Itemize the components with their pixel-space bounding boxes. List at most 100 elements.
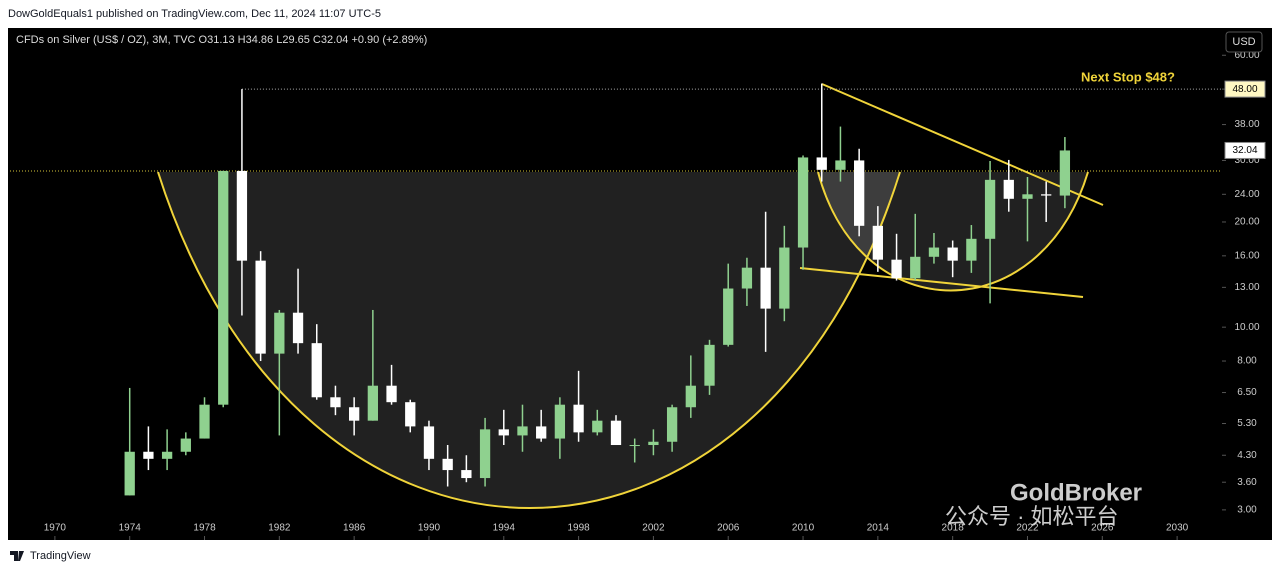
candle-body bbox=[685, 385, 696, 408]
tv-logo bbox=[10, 551, 24, 561]
x-tick-label: 2002 bbox=[642, 523, 665, 534]
candle-body bbox=[255, 260, 266, 354]
currency[interactable]: USD bbox=[1232, 36, 1255, 48]
candle-body bbox=[367, 385, 378, 421]
candle-body bbox=[573, 404, 584, 433]
x-tick-label: 2018 bbox=[942, 523, 965, 534]
candle-body bbox=[236, 170, 248, 261]
y-tick-label: 6.50 bbox=[1237, 387, 1257, 398]
footer-brand: TradingView bbox=[30, 550, 91, 562]
x-tick-label: 2010 bbox=[792, 523, 815, 534]
cup-fill bbox=[818, 172, 1088, 291]
overlays bbox=[10, 83, 1222, 509]
candle-body bbox=[517, 426, 528, 436]
currency-box[interactable] bbox=[1225, 31, 1263, 53]
y-tick-label: 4.30 bbox=[1237, 450, 1257, 461]
y-tick-label: 24.00 bbox=[1234, 189, 1259, 200]
symbol-legend: CFDs on Silver (US$ / OZ), 3M, TVC O31.1… bbox=[16, 34, 427, 46]
candle-body bbox=[1059, 150, 1071, 196]
trend-line bbox=[821, 83, 1104, 206]
candle-body bbox=[592, 420, 603, 433]
candle-body bbox=[648, 441, 659, 446]
candle-body bbox=[349, 407, 360, 421]
cup-curve bbox=[157, 171, 901, 509]
x-tick-label: 2026 bbox=[1091, 523, 1114, 534]
candle-body bbox=[854, 160, 865, 226]
x-tick-label: 1970 bbox=[44, 523, 67, 534]
candle-body bbox=[292, 312, 304, 344]
watermark-brand: GoldBroker bbox=[1010, 479, 1142, 506]
y-tick-label: 20.00 bbox=[1234, 217, 1259, 228]
candle-body bbox=[405, 402, 416, 427]
annotation: Next Stop $48? bbox=[1081, 69, 1175, 84]
publisher: DowGoldEquals1 published on TradingView.… bbox=[8, 8, 381, 20]
candle-body bbox=[797, 157, 809, 248]
cup-fill bbox=[158, 172, 900, 508]
y-tick-label: 3.60 bbox=[1237, 477, 1257, 488]
candle-body bbox=[311, 343, 322, 398]
price-label-box bbox=[1224, 80, 1266, 98]
x-tick-label: 1990 bbox=[418, 523, 441, 534]
candle-body bbox=[666, 407, 678, 442]
candle-body bbox=[442, 458, 453, 471]
candle-body bbox=[872, 225, 883, 260]
candle-body bbox=[928, 247, 940, 257]
candle-body bbox=[966, 238, 977, 261]
y-tick-label: 16.00 bbox=[1234, 250, 1259, 261]
candle-body bbox=[741, 267, 753, 289]
candle-body bbox=[161, 451, 173, 459]
candle-body bbox=[704, 344, 715, 386]
x-tick-label: 1986 bbox=[343, 523, 366, 534]
price-label-box bbox=[1224, 141, 1266, 159]
candle-body bbox=[124, 451, 135, 496]
y-tick-label: 38.00 bbox=[1234, 119, 1259, 130]
y-tick-label: 10.00 bbox=[1234, 322, 1259, 333]
x-tick-label: 1974 bbox=[119, 523, 142, 534]
candle-body bbox=[629, 445, 640, 447]
candle-body bbox=[330, 397, 341, 408]
candle-body bbox=[554, 404, 566, 439]
x-tick-label: 1998 bbox=[567, 523, 590, 534]
candle-body bbox=[779, 247, 790, 309]
watermark-account: 公众号 · 如松平台 bbox=[945, 504, 1119, 529]
candle-body bbox=[723, 288, 734, 345]
candle-body bbox=[461, 470, 472, 479]
candle-body bbox=[1022, 194, 1033, 199]
candle-body bbox=[984, 179, 996, 239]
y-tick-label: 60.00 bbox=[1234, 50, 1259, 61]
candle-body bbox=[610, 420, 622, 446]
price-label: 48.00 bbox=[1232, 84, 1257, 95]
candle-body bbox=[423, 426, 435, 459]
candle-body bbox=[180, 438, 191, 452]
candle-body bbox=[143, 451, 154, 459]
x-tick-label: 1982 bbox=[268, 523, 291, 534]
y-tick-label: 3.00 bbox=[1237, 505, 1257, 516]
x-tick-label: 2006 bbox=[717, 523, 740, 534]
x-tick-label: 1978 bbox=[193, 523, 216, 534]
candle-body bbox=[816, 157, 827, 170]
x-tick-label: 1994 bbox=[493, 523, 516, 534]
price-label: 32.04 bbox=[1232, 145, 1257, 156]
y-tick-label: 30.00 bbox=[1234, 155, 1259, 166]
candle-body bbox=[498, 429, 509, 436]
candle-body bbox=[910, 256, 921, 279]
y-tick-label: 8.00 bbox=[1237, 356, 1257, 367]
candle-body bbox=[479, 429, 491, 479]
candle-body bbox=[760, 267, 771, 309]
candle-body bbox=[386, 385, 397, 403]
candle-body bbox=[536, 426, 547, 439]
x-tick-label: 2014 bbox=[867, 523, 890, 534]
y-tick-label: 13.00 bbox=[1234, 282, 1259, 293]
candle-body bbox=[218, 170, 229, 405]
candle-body bbox=[274, 312, 285, 354]
candle-body bbox=[199, 404, 210, 439]
trend-line bbox=[799, 267, 1084, 298]
cup-curve bbox=[817, 171, 1089, 292]
y-tick-label: 5.30 bbox=[1237, 418, 1257, 429]
candle-body bbox=[891, 259, 902, 279]
x-tick-label: 2022 bbox=[1016, 523, 1039, 534]
candle-body bbox=[947, 247, 958, 261]
candle-body bbox=[835, 160, 846, 170]
candle-body bbox=[1003, 179, 1014, 199]
